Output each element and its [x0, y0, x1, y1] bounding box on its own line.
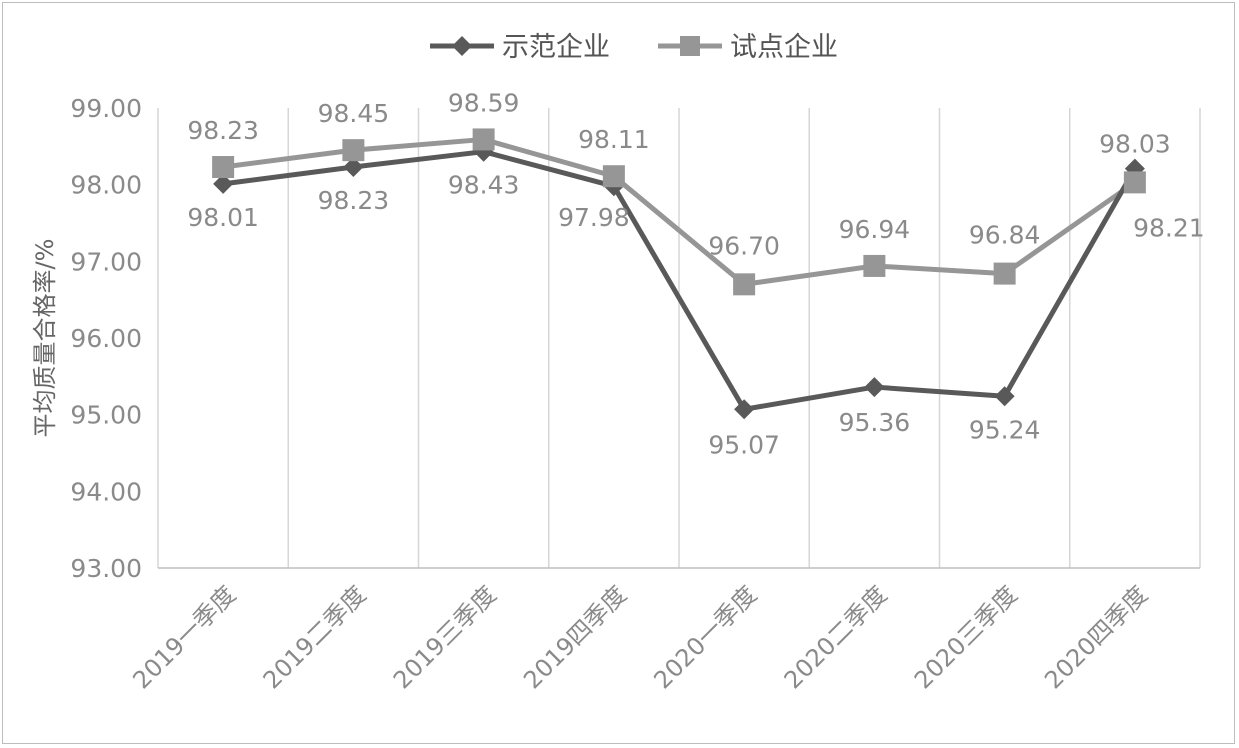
data-label: 98.03	[1099, 129, 1171, 158]
x-tick-label: 2019一季度	[127, 580, 241, 694]
marker-square	[733, 273, 756, 296]
x-tick-label: 2020二季度	[779, 580, 893, 694]
x-tick-label: 2020一季度	[648, 580, 762, 694]
marker-diamond	[213, 173, 234, 194]
y-tick-label: 99.00	[70, 94, 142, 123]
legend-marker-diamond	[452, 36, 472, 56]
marker-square	[212, 156, 235, 179]
marker-square	[863, 254, 886, 277]
legend-label: 示范企业	[502, 32, 610, 63]
data-label: 98.23	[318, 186, 390, 215]
legend-label: 试点企业	[730, 32, 838, 63]
y-axis-label: 平均质量合格率/%	[31, 239, 59, 438]
x-tick-label: 2019二季度	[258, 580, 372, 694]
y-tick-label: 95.00	[70, 401, 142, 430]
series-markers	[212, 128, 1146, 420]
marker-square	[602, 165, 625, 188]
data-label: 98.23	[187, 116, 259, 145]
legend-marker-square	[680, 36, 700, 56]
marker-diamond	[864, 377, 885, 398]
marker-square	[472, 128, 495, 151]
x-tick-label: 2019四季度	[518, 580, 632, 694]
data-label: 98.45	[318, 99, 390, 128]
data-label: 98.43	[448, 171, 520, 200]
data-label: 98.01	[187, 203, 259, 232]
gridlines	[157, 108, 1201, 568]
y-tick-label: 97.00	[70, 247, 142, 276]
data-label: 97.98	[558, 203, 630, 232]
y-tick-label: 93.00	[70, 554, 142, 583]
data-label: 98.11	[578, 125, 650, 154]
x-tick-label: 2020三季度	[909, 580, 1023, 694]
series-line-pilot	[222, 136, 1137, 287]
data-label: 95.24	[969, 415, 1041, 444]
series-lines	[222, 136, 1138, 412]
data-labels: 98.01 98.23 98.43 97.98 95.07 95.36 95.24 98.21…	[187, 88, 1204, 459]
series-line-demo	[222, 149, 1138, 412]
y-tick-label: 94.00	[70, 477, 142, 506]
data-label: 96.94	[839, 215, 911, 244]
x-tick-label: 2019三季度	[388, 580, 502, 694]
marker-diamond	[994, 386, 1015, 407]
legend: 示范企业 试点企业	[430, 32, 838, 63]
data-label: 98.59	[448, 88, 520, 117]
marker-diamond	[734, 399, 755, 420]
marker-square	[1123, 171, 1146, 194]
y-tick-label: 98.00	[70, 171, 142, 200]
data-label: 96.84	[969, 221, 1041, 250]
data-label: 98.21	[1133, 214, 1205, 243]
data-label: 96.70	[708, 231, 780, 260]
y-tick-label: 96.00	[70, 324, 142, 353]
marker-diamond	[343, 157, 364, 178]
data-label: 95.07	[708, 430, 780, 459]
data-label: 95.36	[839, 408, 911, 437]
x-tick-label: 2020四季度	[1039, 580, 1153, 694]
marker-square	[342, 139, 365, 162]
marker-square	[993, 262, 1016, 285]
